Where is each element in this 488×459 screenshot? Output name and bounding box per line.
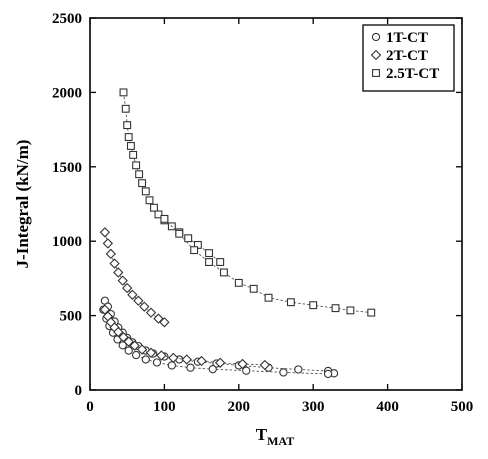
x-tick-label: 100 — [153, 399, 176, 415]
data-point — [123, 336, 134, 347]
x-tick-label: 300 — [302, 399, 325, 415]
series-line — [104, 232, 165, 323]
data-point — [135, 170, 144, 179]
data-point — [237, 358, 248, 370]
x-axis-title-main: T — [256, 425, 268, 444]
series-2T-CT — [99, 227, 271, 371]
data-point — [145, 347, 157, 358]
data-point — [145, 307, 157, 318]
data-point — [126, 142, 135, 150]
y-tick-label: 2500 — [52, 11, 82, 27]
data-point — [175, 229, 184, 238]
data-point — [215, 357, 226, 368]
x-axis-title: TMAT — [256, 425, 294, 448]
legend-marker — [372, 69, 380, 77]
series-2.5T-CT — [119, 88, 376, 317]
y-tick-label: 1500 — [52, 160, 82, 176]
data-point — [105, 248, 117, 260]
data-point — [141, 187, 150, 196]
data-point — [156, 350, 167, 361]
data-point — [264, 293, 273, 302]
data-point — [150, 203, 158, 212]
data-layer — [99, 88, 376, 379]
data-point — [127, 289, 138, 300]
data-point — [109, 258, 120, 269]
plot-frame — [89, 17, 463, 391]
data-point — [184, 234, 193, 243]
data-point — [205, 258, 213, 266]
legend-label: 2.5T-CT — [386, 66, 439, 82]
data-point — [117, 275, 128, 286]
data-point — [186, 363, 195, 372]
data-point — [208, 365, 217, 374]
data-point — [99, 227, 111, 238]
data-point — [152, 358, 162, 367]
data-point — [118, 341, 127, 350]
data-point — [242, 366, 251, 375]
data-point — [123, 121, 132, 130]
data-point — [136, 344, 148, 355]
data-point — [124, 346, 133, 355]
data-point — [133, 295, 144, 306]
data-point — [216, 258, 225, 266]
data-point — [234, 278, 243, 287]
x-tick-label: 500 — [451, 399, 474, 415]
data-point — [153, 313, 164, 324]
y-tick-label: 500 — [60, 309, 83, 325]
data-point — [129, 340, 140, 351]
data-point — [118, 331, 129, 343]
x-axis-title-subscript: MAT — [267, 434, 294, 448]
legend-label: 1T-CT — [386, 30, 428, 46]
data-point — [167, 361, 176, 370]
data-point — [190, 246, 199, 255]
data-point — [286, 298, 295, 307]
x-tick-label: 200 — [228, 399, 251, 415]
data-point — [129, 150, 138, 159]
data-point — [205, 249, 213, 258]
legend-marker — [371, 32, 381, 42]
data-point — [113, 326, 124, 338]
data-point — [122, 282, 133, 294]
data-point — [119, 88, 128, 97]
data-point — [331, 304, 340, 313]
data-point — [102, 238, 114, 249]
data-point — [154, 210, 163, 219]
data-point — [346, 306, 355, 315]
data-point — [181, 354, 192, 365]
data-point — [132, 161, 141, 170]
y-axis-title: J-Integral (kN/m) — [13, 140, 32, 269]
data-point — [159, 317, 170, 328]
data-point — [139, 301, 150, 312]
data-point — [124, 133, 133, 141]
x-tick-label: 400 — [376, 399, 399, 415]
data-point — [249, 284, 258, 293]
data-point — [279, 368, 288, 377]
data-point — [131, 350, 141, 360]
data-point — [168, 352, 179, 364]
data-point — [113, 267, 124, 278]
legend-label: 2T-CT — [386, 48, 428, 64]
data-point — [219, 268, 228, 277]
data-point — [99, 304, 111, 315]
data-point — [138, 179, 147, 188]
data-point — [309, 301, 318, 310]
data-point — [160, 214, 169, 223]
y-tick-label: 1000 — [52, 234, 82, 250]
data-point — [196, 355, 207, 367]
data-point — [294, 365, 303, 374]
ticks-layer: 0 100 200 300 400 500 0 500 1000 1500 2000 2500 — [52, 11, 473, 415]
data-point — [145, 196, 154, 205]
data-point — [259, 359, 271, 371]
y-tick-label: 2000 — [52, 85, 82, 101]
data-point — [367, 308, 376, 317]
data-point — [323, 369, 333, 379]
data-point — [121, 104, 130, 113]
legend: 1T-CT 2T-CT 2.5T-CT — [362, 24, 455, 92]
x-tick-label: 0 — [86, 399, 94, 415]
legend-marker — [370, 49, 382, 61]
y-tick-label: 0 — [75, 383, 83, 399]
data-point — [141, 355, 150, 364]
